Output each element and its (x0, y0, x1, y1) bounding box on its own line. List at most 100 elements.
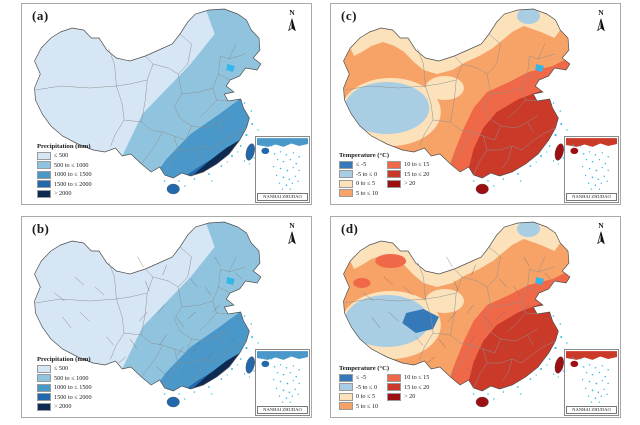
legend-swatch (37, 189, 51, 198)
panel-label: (c) (341, 8, 357, 23)
legend-entry: 10 to ≤ 15 (387, 373, 430, 382)
legend-entry: > 20 (387, 179, 429, 188)
legend-swatch (339, 383, 353, 391)
legend-label: ≤ 500 (54, 152, 69, 159)
compass-needle-icon (287, 18, 297, 32)
legend-label: 0 to ≤ 5 (356, 393, 376, 400)
legend-swatch (387, 392, 402, 401)
legend-swatch (339, 189, 353, 197)
inset-map (565, 351, 618, 403)
compass-needle-icon (596, 18, 606, 32)
legend-entry: 1500 to ≤ 2000 (37, 180, 92, 188)
legend-label: 10 to ≤ 15 (404, 161, 430, 168)
legend-entry: -5 to ≤ 0 (339, 170, 378, 178)
legend-label: 500 to ≤ 1000 (54, 161, 89, 169)
inset-map (256, 138, 309, 190)
legend-entry: 10 to ≤ 15 (387, 160, 430, 169)
panel-label: (a) (32, 8, 49, 23)
legend-label: -5 to ≤ 0 (356, 170, 378, 178)
legend-label: 5 to ≤ 10 (356, 189, 379, 197)
legend-swatch (37, 383, 51, 392)
legend-entry: 15 to ≤ 20 (387, 170, 430, 178)
legend-precipitation: Precipitation (mm) ≤ 500 500 to ≤ 1000 100… (37, 143, 92, 198)
inset-map (256, 351, 309, 403)
inset-label: NANHAI ZHUDAO (257, 405, 308, 414)
legend-entry: > 20 (387, 392, 429, 401)
legend-label: > 2000 (54, 190, 72, 197)
inset-label: NANHAI ZHUDAO (257, 192, 308, 201)
panel-label: (b) (32, 221, 50, 236)
inset-nanhai-zhudao: NANHAI ZHUDAO (564, 136, 619, 203)
north-label: N (598, 221, 604, 230)
legend-label: 1500 to ≤ 2000 (54, 393, 92, 401)
legend-entries: ≤ -5 -5 to ≤ 0 0 to ≤ 5 5 to ≤ 10 10 to ≤ 15… (339, 160, 430, 199)
legend-swatch (339, 402, 353, 410)
legend-label: 1500 to ≤ 2000 (54, 180, 92, 188)
legend-entry: 0 to ≤ 5 (339, 179, 378, 188)
legend-swatch (339, 160, 353, 169)
inset-label: NANHAI ZHUDAO (566, 192, 617, 201)
legend-entry: 1500 to ≤ 2000 (37, 393, 92, 401)
legend-swatch (37, 151, 51, 160)
legend-label: 10 to ≤ 15 (404, 374, 430, 381)
legend-label: 1000 to ≤ 1500 (54, 384, 92, 391)
legend-label: > 20 (404, 393, 416, 400)
north-arrow: N (285, 9, 299, 36)
inset-nanhai-zhudao: NANHAI ZHUDAO (255, 349, 310, 416)
legend-swatch (37, 170, 51, 179)
legend-temperature: Temperature (°C) ≤ -5 -5 to ≤ 0 0 to ≤ 5 5 … (339, 152, 429, 200)
legend-entry: ≤ 500 (37, 364, 92, 373)
legend-label: 500 to ≤ 1000 (54, 374, 89, 382)
inset-label: NANHAI ZHUDAO (566, 405, 617, 414)
legend-entry: -5 to ≤ 0 (339, 383, 378, 391)
panel-b-precipitation-prefecture: (b) N Precipitation (mm) ≤ 500 500 to ≤ 1… (21, 216, 312, 418)
legend-swatch (339, 179, 353, 188)
legend-swatch (37, 161, 51, 169)
north-label: N (598, 8, 604, 17)
legend-entries: ≤ 500 500 to ≤ 1000 1000 to ≤ 1500 1500 to … (37, 364, 92, 411)
legend-entry: ≤ -5 (339, 160, 378, 169)
legend-swatch (37, 402, 51, 411)
panel-a-precipitation-province: (a) N Precipitation (mm) ≤ 500 500 to ≤ 1… (21, 3, 312, 205)
legend-entry: > 2000 (37, 402, 92, 411)
inset-nanhai-zhudao: NANHAI ZHUDAO (255, 136, 310, 203)
compass-needle-icon (596, 231, 606, 245)
legend-entry: 1000 to ≤ 1500 (37, 170, 92, 179)
compass-needle-icon (287, 231, 297, 245)
north-label: N (289, 8, 295, 17)
legend-title: Temperature (°C) (339, 151, 390, 159)
panel-d-extra-regions (353, 254, 439, 333)
figure-grid: (a) N Precipitation (mm) ≤ 500 500 to ≤ 1… (21, 3, 621, 418)
legend-entry: ≤ -5 (339, 373, 378, 382)
legend-label: 15 to ≤ 20 (404, 383, 430, 391)
legend-entries: ≤ 500 500 to ≤ 1000 1000 to ≤ 1500 1500 to … (37, 151, 92, 198)
legend-label: ≤ -5 (356, 374, 367, 381)
legend-title: Temperature (°C) (339, 364, 390, 372)
china-map-temperature-prefecture (331, 217, 620, 417)
legend-precipitation: Precipitation (mm) ≤ 500 500 to ≤ 1000 100… (37, 356, 92, 411)
legend-entry: 500 to ≤ 1000 (37, 374, 92, 382)
north-label: N (289, 221, 295, 230)
legend-swatch (339, 170, 353, 178)
legend-entry: 500 to ≤ 1000 (37, 161, 92, 169)
legend-temperature: Temperature (°C) ≤ -5 -5 to ≤ 0 0 to ≤ 5 5 … (339, 365, 429, 413)
legend-entry: 5 to ≤ 10 (339, 189, 379, 197)
north-arrow: N (285, 222, 299, 249)
north-arrow: N (594, 9, 608, 36)
legend-entry: 1000 to ≤ 1500 (37, 383, 92, 392)
legend-label: 5 to ≤ 10 (356, 402, 379, 410)
legend-label: ≤ -5 (356, 161, 367, 168)
legend-swatch (339, 392, 353, 401)
legend-swatch (37, 180, 51, 188)
north-arrow: N (594, 222, 608, 249)
legend-swatch (37, 393, 51, 401)
legend-swatch (387, 170, 402, 178)
legend-swatch (37, 364, 51, 373)
legend-swatch (37, 374, 51, 382)
legend-entry: 0 to ≤ 5 (339, 392, 378, 401)
legend-entry: ≤ 500 (37, 151, 92, 160)
legend-title: Precipitation (mm) (37, 142, 91, 150)
legend-swatch (387, 179, 402, 188)
legend-label: 15 to ≤ 20 (404, 170, 430, 178)
